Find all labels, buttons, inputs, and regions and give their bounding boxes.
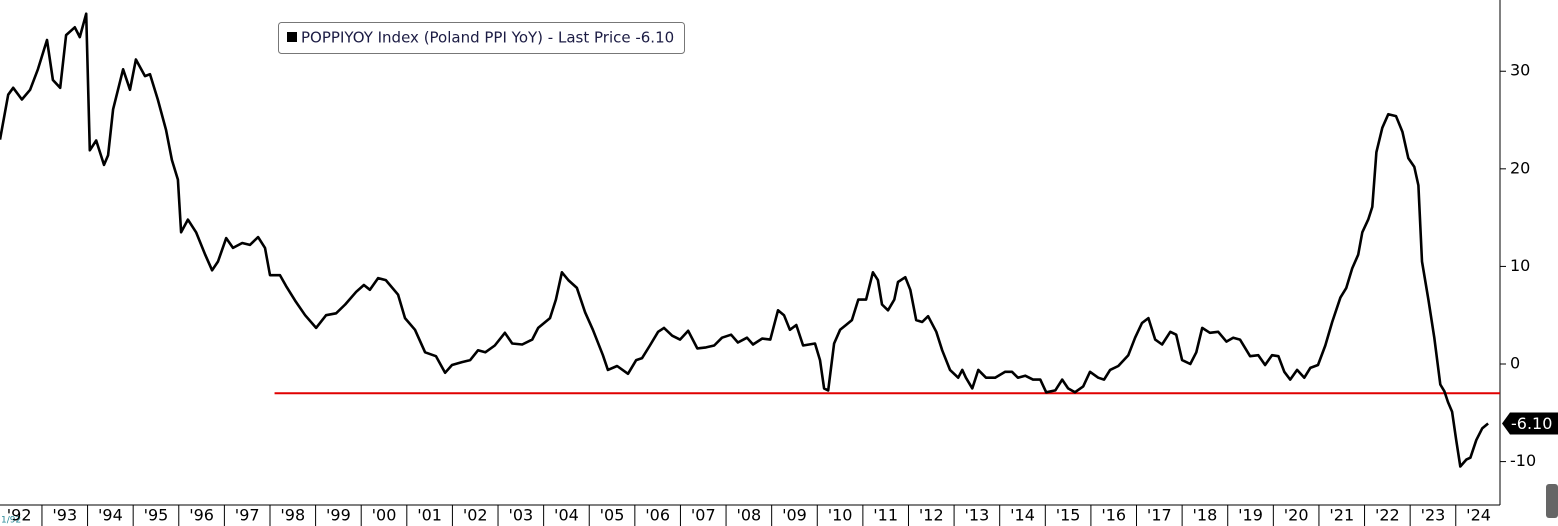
y-tick-label: 0	[1510, 354, 1520, 373]
y-tick-label: 10	[1510, 256, 1530, 275]
x-tick-label: '95	[144, 506, 169, 525]
x-tick-label: '02	[463, 506, 488, 525]
x-tick-label: '11	[873, 506, 898, 525]
x-tick-label: '18	[1193, 506, 1218, 525]
x-tick-label: '21	[1329, 506, 1354, 525]
x-tick-label: '07	[691, 506, 716, 525]
x-tick-label: '98	[280, 506, 305, 525]
y-tick-label: 30	[1510, 61, 1530, 80]
legend-swatch	[287, 32, 297, 42]
x-tick-label: '22	[1375, 506, 1400, 525]
x-tick-label: '23	[1421, 506, 1446, 525]
x-tick-label: '00	[372, 506, 397, 525]
x-tick-label: '08	[736, 506, 761, 525]
x-tick-label: '94	[98, 506, 123, 525]
x-tick-label: '24	[1466, 506, 1491, 525]
x-tick-label: '93	[52, 506, 77, 525]
start-date: 1/92	[1, 516, 21, 526]
x-tick-label: '10	[828, 506, 853, 525]
legend-box	[278, 22, 685, 54]
x-tick-label: '16	[1101, 506, 1126, 525]
x-tick-label: '97	[235, 506, 260, 525]
x-tick-label: '09	[782, 506, 807, 525]
x-tick-label: '15	[1056, 506, 1081, 525]
x-tick-label: '06	[645, 506, 670, 525]
x-tick-label: '03	[508, 506, 533, 525]
x-tick-label: '96	[189, 506, 214, 525]
x-tick-label: '01	[417, 506, 442, 525]
x-tick-label: '12	[919, 506, 944, 525]
x-tick-label: '13	[965, 506, 990, 525]
x-tick-label: '19	[1238, 506, 1263, 525]
corner-icon	[1546, 484, 1558, 518]
last-price-label: -6.10	[1511, 414, 1552, 433]
last-price-tag	[1502, 412, 1558, 435]
x-tick-label: '20	[1284, 506, 1309, 525]
x-tick-label: '92	[7, 506, 32, 525]
y-tick-label: -10	[1510, 451, 1536, 470]
x-tick-label: '04	[554, 506, 579, 525]
x-tick-label: '17	[1147, 506, 1172, 525]
x-tick-label: '99	[326, 506, 351, 525]
y-tick-label: 20	[1510, 158, 1530, 177]
x-tick-label: '05	[600, 506, 625, 525]
price-line	[0, 12, 1489, 468]
x-tick-label: '14	[1010, 506, 1035, 525]
legend-text: POPPIYOY Index (Poland PPI YoY) - Last P…	[301, 29, 674, 47]
